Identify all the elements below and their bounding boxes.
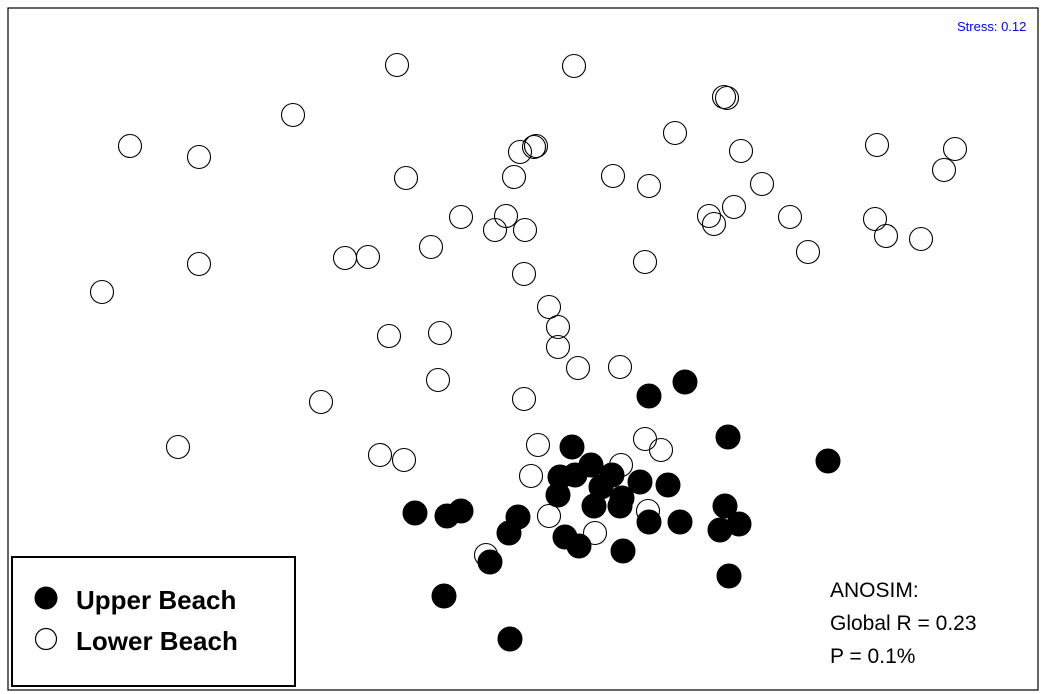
point-upper-beach	[545, 482, 571, 508]
point-lower-beach	[749, 171, 775, 197]
point-lower-beach	[525, 432, 551, 458]
point-lower-beach	[511, 261, 537, 287]
point-lower-beach	[518, 463, 544, 489]
legend-marker-upper-beach	[34, 586, 58, 610]
point-lower-beach	[384, 52, 410, 78]
point-lower-beach	[721, 194, 747, 220]
point-lower-beach	[418, 234, 444, 260]
point-lower-beach	[393, 165, 419, 191]
point-lower-beach	[308, 389, 334, 415]
point-lower-beach	[701, 211, 727, 237]
point-lower-beach	[89, 279, 115, 305]
point-lower-beach	[662, 120, 688, 146]
point-upper-beach	[815, 448, 841, 474]
point-upper-beach	[716, 563, 742, 589]
point-lower-beach	[714, 85, 740, 111]
point-lower-beach	[931, 157, 957, 183]
point-upper-beach	[712, 493, 738, 519]
point-lower-beach	[536, 503, 562, 529]
point-lower-beach	[523, 133, 549, 159]
point-lower-beach	[482, 217, 508, 243]
point-lower-beach	[795, 239, 821, 265]
legend-frame	[11, 556, 296, 687]
point-upper-beach	[707, 517, 733, 543]
legend-box: Upper Beach Lower Beach	[11, 556, 296, 687]
point-lower-beach	[711, 84, 737, 110]
point-lower-beach	[636, 173, 662, 199]
point-upper-beach	[607, 493, 633, 519]
point-upper-beach	[496, 520, 522, 546]
point-lower-beach	[777, 204, 803, 230]
point-upper-beach	[581, 493, 607, 519]
point-upper-beach	[636, 383, 662, 409]
point-upper-beach	[497, 626, 523, 652]
point-lower-beach	[600, 163, 626, 189]
point-lower-beach	[425, 367, 451, 393]
point-upper-beach	[448, 498, 474, 524]
point-lower-beach	[427, 320, 453, 346]
point-lower-beach	[512, 217, 538, 243]
point-upper-beach	[627, 469, 653, 495]
point-lower-beach	[501, 164, 527, 190]
point-lower-beach	[536, 294, 562, 320]
point-upper-beach	[566, 533, 592, 559]
stress-label: Stress: 0.12	[957, 19, 1026, 34]
point-lower-beach	[607, 354, 633, 380]
anosim-title: ANOSIM:	[830, 579, 919, 602]
point-upper-beach	[559, 434, 585, 460]
anosim-global-r: Global R = 0.23	[830, 612, 977, 635]
point-lower-beach	[545, 314, 571, 340]
points-layer	[89, 52, 968, 652]
point-lower-beach	[864, 132, 890, 158]
point-lower-beach	[873, 223, 899, 249]
anosim-annotation: ANOSIM: Global R = 0.23 P = 0.1%	[830, 579, 977, 668]
point-lower-beach	[165, 434, 191, 460]
point-lower-beach	[582, 520, 608, 546]
point-upper-beach	[610, 538, 636, 564]
point-lower-beach	[521, 134, 547, 160]
point-upper-beach	[715, 424, 741, 450]
point-lower-beach	[545, 334, 571, 360]
point-lower-beach	[728, 138, 754, 164]
point-lower-beach	[376, 323, 402, 349]
point-upper-beach	[402, 500, 428, 526]
point-lower-beach	[186, 144, 212, 170]
point-lower-beach	[942, 136, 968, 162]
point-lower-beach	[391, 447, 417, 473]
point-lower-beach	[367, 442, 393, 468]
point-lower-beach	[117, 133, 143, 159]
point-lower-beach	[565, 355, 591, 381]
point-lower-beach	[511, 386, 537, 412]
point-lower-beach	[696, 203, 722, 229]
point-upper-beach	[667, 509, 693, 535]
point-lower-beach	[507, 139, 533, 165]
point-upper-beach	[562, 462, 588, 488]
point-upper-beach	[431, 583, 457, 609]
legend-marker-lower-beach	[34, 627, 58, 651]
point-lower-beach	[648, 437, 674, 463]
legend-label-upper-beach: Upper Beach	[76, 585, 236, 615]
point-upper-beach	[477, 549, 503, 575]
anosim-p-value: P = 0.1%	[830, 645, 915, 668]
point-upper-beach	[655, 472, 681, 498]
point-lower-beach	[186, 251, 212, 277]
point-lower-beach	[632, 249, 658, 275]
point-lower-beach	[561, 53, 587, 79]
point-upper-beach	[672, 369, 698, 395]
point-lower-beach	[355, 244, 381, 270]
point-lower-beach	[908, 226, 934, 252]
point-lower-beach	[448, 204, 474, 230]
point-lower-beach	[280, 102, 306, 128]
point-lower-beach	[862, 206, 888, 232]
legend-label-lower-beach: Lower Beach	[76, 626, 238, 656]
point-upper-beach	[636, 509, 662, 535]
